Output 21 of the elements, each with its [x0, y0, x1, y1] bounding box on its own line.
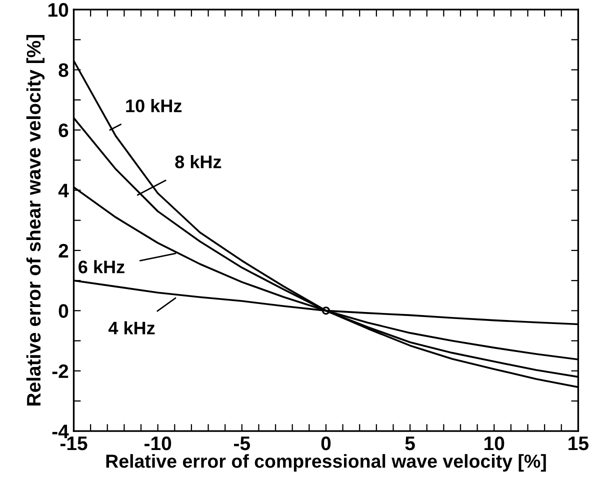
x-tick-label: -10	[144, 436, 172, 450]
y-tick-label: -2	[52, 364, 68, 378]
x-tick-label: -5	[234, 436, 250, 450]
y-tick-label: 6	[58, 123, 68, 138]
y-tick-label: 10	[48, 3, 68, 17]
y-tick-label: 8	[58, 63, 68, 78]
x-tick-label: -15	[60, 436, 88, 450]
y-tick-label: 4	[58, 184, 69, 198]
annotation: 4 kHz	[108, 321, 155, 334]
y-tick-label: 0	[58, 304, 68, 318]
annotation: 6 kHz	[78, 260, 124, 274]
x-tick-label: 15	[568, 436, 588, 450]
annotation: 10 kHz	[126, 99, 182, 112]
y-tick-label: 2	[58, 244, 68, 258]
x-axis-title: Relative error of compressional wave velocity [%]	[106, 454, 546, 472]
y-tick-label: -4	[52, 424, 69, 438]
annotation: 8 kHz	[175, 155, 222, 168]
y-axis-title: Relative error of shear wave velocity [%]	[26, 35, 44, 406]
x-tick-label: 10	[484, 436, 504, 450]
x-tick-label: 5	[405, 436, 415, 450]
x-tick-label: 0	[321, 436, 331, 450]
